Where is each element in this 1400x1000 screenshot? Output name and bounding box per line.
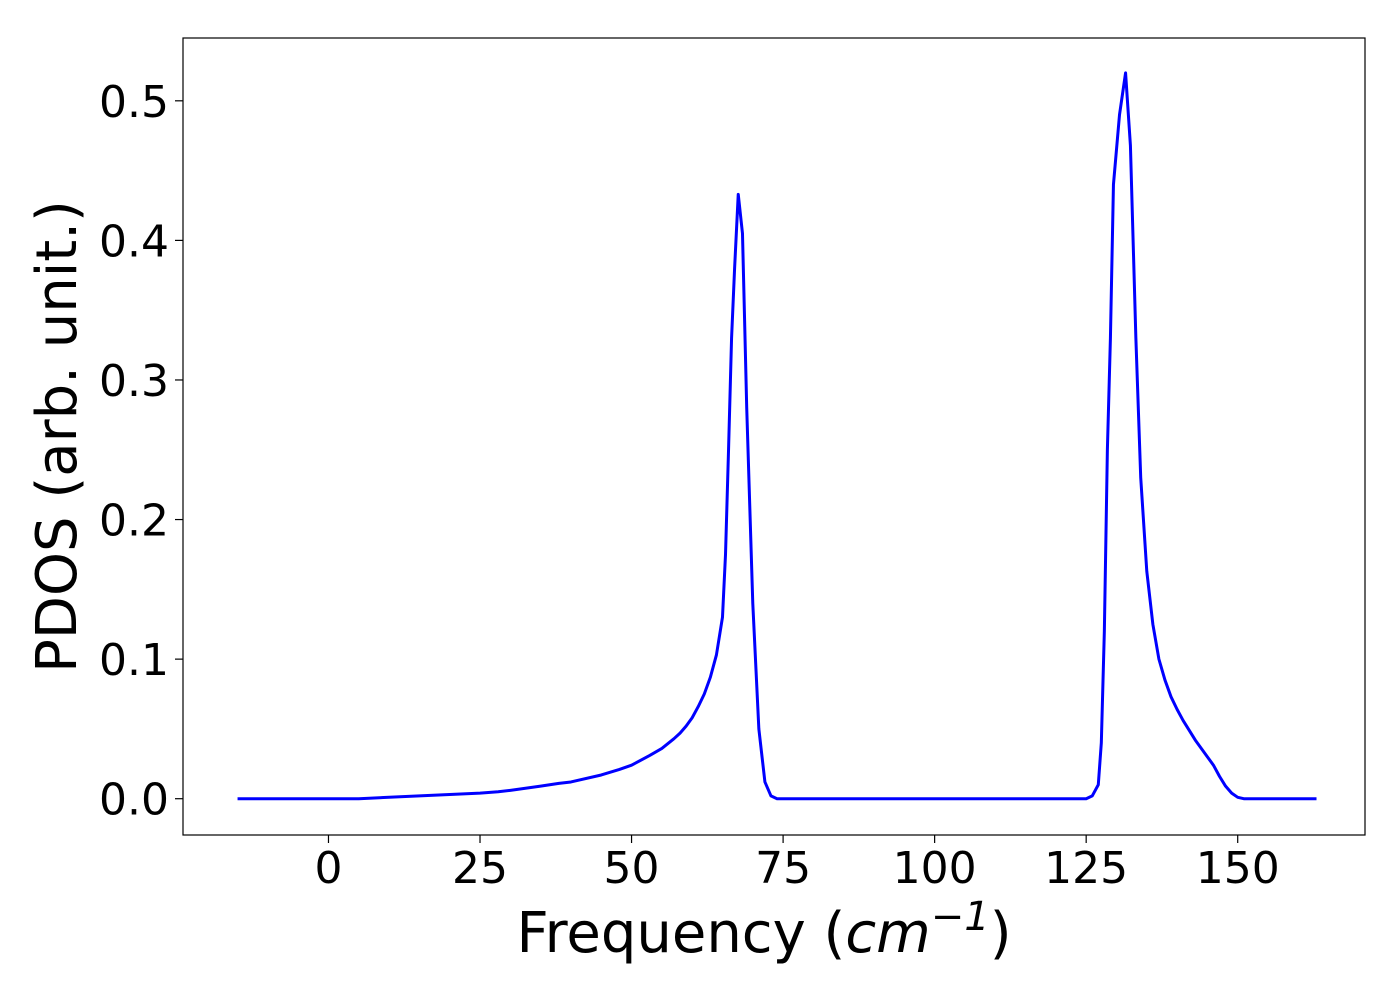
y-tick-label: 0.4 (99, 216, 169, 267)
x-axis: 0 25 50 75 100 125 150 (314, 835, 1280, 894)
x-axis-label-prefix: Frequency ( (516, 901, 845, 966)
y-tick-label: 0.5 (99, 77, 169, 128)
x-tick-label: 150 (1196, 843, 1280, 894)
x-axis-label-unit: cm (845, 901, 930, 966)
plot-area (182, 37, 1366, 836)
x-tick-label: 0 (314, 843, 342, 894)
y-axis: 0.0 0.1 0.2 0.3 0.4 0.5 (99, 77, 183, 826)
x-tick-label: 125 (1044, 843, 1128, 894)
y-tick-label: 0.0 (99, 775, 169, 826)
series-layer (237, 71, 1317, 801)
x-tick-label: 25 (452, 843, 508, 894)
x-tick-label: 100 (893, 843, 977, 894)
x-axis-label-exponent: −1 (931, 894, 990, 940)
pdos-series-line-0 (237, 71, 1317, 801)
x-tick-label: 50 (604, 843, 660, 894)
y-tick-label: 0.1 (99, 635, 169, 686)
x-axis-label-suffix: ) (990, 901, 1012, 966)
y-tick-label: 0.2 (99, 496, 169, 547)
axes-frame (182, 37, 1366, 836)
y-tick-label: 0.3 (99, 356, 169, 407)
x-tick-label: 75 (755, 843, 811, 894)
x-axis-label: Frequency (cm−1) (516, 894, 1011, 966)
y-axis-label: PDOS (arb. unit.) (25, 200, 90, 673)
